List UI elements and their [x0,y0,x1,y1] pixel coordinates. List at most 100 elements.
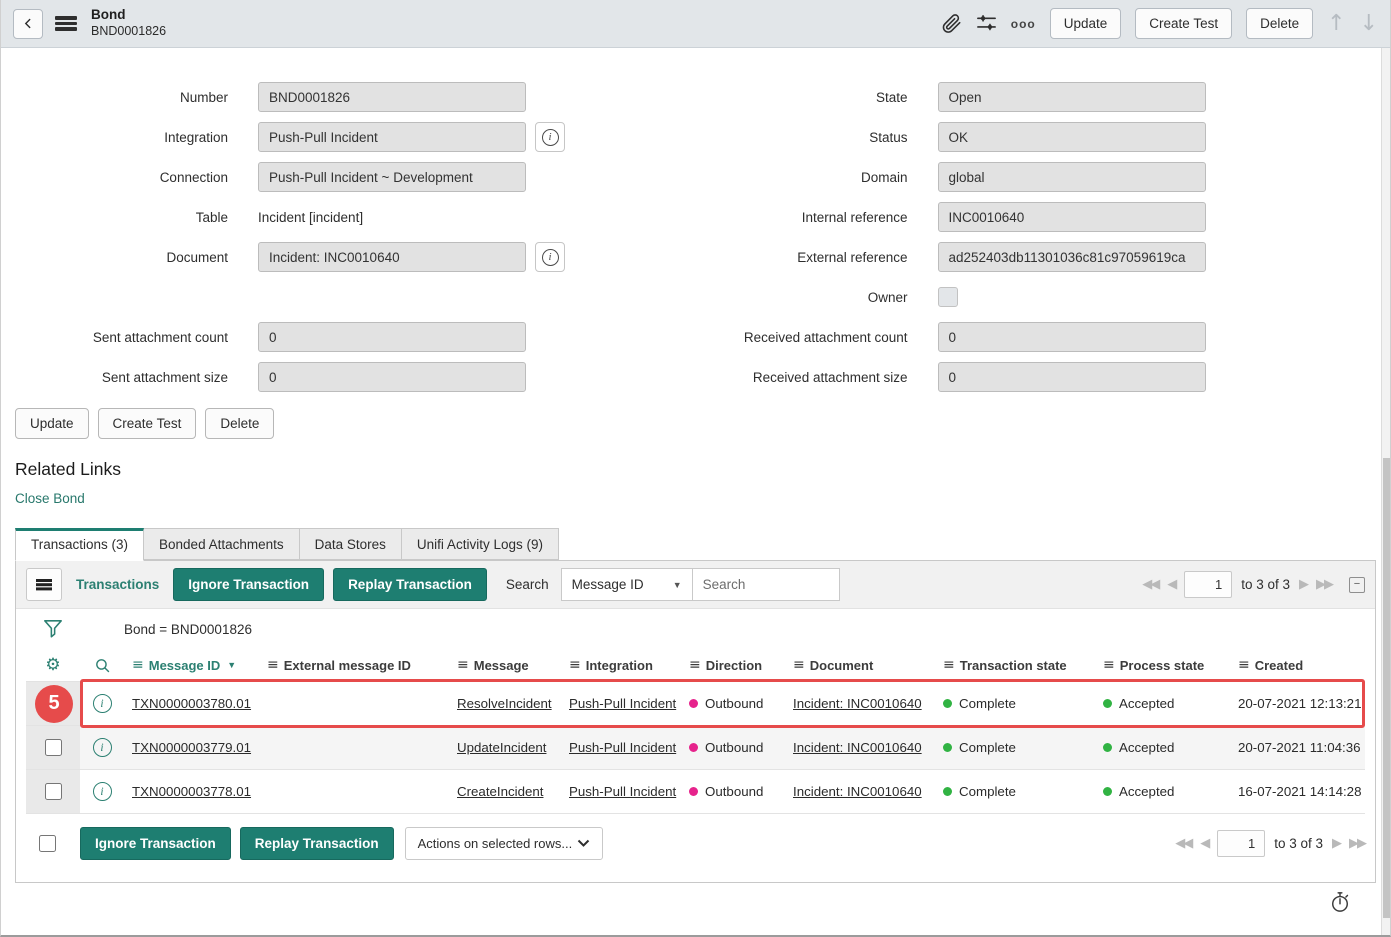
info-icon: i [542,129,559,146]
search-input[interactable] [692,568,840,601]
close-bond-link[interactable]: Close Bond [15,491,85,506]
document-link[interactable]: Incident: INC0010640 [793,696,922,711]
tab-unifi-activity-logs[interactable]: Unifi Activity Logs (9) [402,528,559,560]
list-gear-button[interactable]: ⚙ [26,655,80,675]
first-page-icon[interactable]: ◀◀ [1175,837,1191,850]
column-header-document[interactable]: ≡Document [785,657,935,673]
column-header-external-message-id[interactable]: ≡External message ID [259,657,449,673]
domain-input[interactable] [938,162,1206,192]
received-attachment-count-input[interactable] [938,322,1206,352]
row-info-button[interactable]: i [80,694,124,713]
collapse-list-icon[interactable]: − [1349,577,1365,593]
column-header-created[interactable]: ≡Created [1230,657,1365,673]
column-header-transaction-state[interactable]: ≡Transaction state [935,657,1095,673]
previous-page-icon[interactable]: ◀ [1167,578,1175,591]
external-reference-label: External reference [696,250,908,265]
row-info-button[interactable]: i [80,782,124,801]
create-test-button-bottom[interactable]: Create Test [98,408,197,439]
attachment-paperclip-icon[interactable] [941,13,962,34]
search-field-select[interactable]: Message ID ▼ [561,568,693,601]
tab-transactions[interactable]: Transactions (3) [15,528,144,561]
column-header-message-id[interactable]: ≡ Message ID ▼ [124,657,259,673]
integration-info-button[interactable]: i [535,122,565,152]
owner-input[interactable] [938,287,958,307]
row-checkbox[interactable] [45,739,62,756]
integration-link[interactable]: Push-Pull Incident [569,696,676,711]
last-page-icon[interactable]: ▶▶ [1349,837,1365,850]
previous-page-icon[interactable]: ◀ [1200,837,1208,850]
sent-attachment-size-input[interactable] [258,362,526,392]
next-page-icon[interactable]: ▶ [1332,837,1340,850]
state-input[interactable] [938,82,1206,112]
more-options-icon[interactable]: ooo [1011,17,1036,31]
list-menu-button[interactable] [26,568,62,601]
state-field-row: State [696,82,1391,112]
filter-funnel-icon[interactable] [26,618,80,640]
first-page-icon[interactable]: ◀◀ [1142,578,1158,591]
accepted-dot-icon [1103,743,1112,752]
tab-data-stores[interactable]: Data Stores [300,528,402,560]
page-number-input[interactable] [1217,830,1265,857]
row-checkbox[interactable] [45,783,62,800]
ignore-transaction-button-bottom[interactable]: Ignore Transaction [80,827,231,860]
tab-bonded-attachments[interactable]: Bonded Attachments [144,528,300,560]
direction-cell: Outbound [681,696,785,711]
document-info-button[interactable]: i [535,242,565,272]
previous-record-icon[interactable]: ↑ [1327,13,1345,35]
page-number-input[interactable] [1184,571,1232,598]
integration-link[interactable]: Push-Pull Incident [569,740,676,755]
column-search-button[interactable] [80,657,124,674]
column-menu-icon: ≡ [793,657,805,673]
row-select-cell [26,726,80,769]
document-input[interactable] [258,242,526,272]
response-time-stopwatch-icon[interactable] [1330,891,1350,913]
delete-button[interactable]: Delete [1246,8,1313,39]
external-reference-row: External reference [696,242,1391,272]
column-header-direction[interactable]: ≡Direction [681,657,785,673]
integration-field-row: Integration i [1,122,696,152]
next-record-icon[interactable]: ↓ [1360,13,1378,35]
message-link[interactable]: UpdateIncident [457,740,546,755]
message-id-link[interactable]: TXN0000003779.01 [132,740,251,755]
last-page-icon[interactable]: ▶▶ [1316,578,1332,591]
next-page-icon[interactable]: ▶ [1299,578,1307,591]
update-button[interactable]: Update [1050,8,1122,39]
replay-transaction-button-bottom[interactable]: Replay Transaction [240,827,394,860]
message-id-link[interactable]: TXN0000003780.01 [132,696,251,711]
number-input[interactable] [258,82,526,112]
back-button[interactable] [13,9,43,39]
external-reference-input[interactable] [938,242,1206,272]
ignore-transaction-button[interactable]: Ignore Transaction [173,568,324,601]
annotation-badge: 5 [35,685,73,723]
message-link[interactable]: ResolveIncident [457,696,552,711]
internal-reference-input[interactable] [938,202,1206,232]
delete-button-bottom[interactable]: Delete [205,408,274,439]
context-menu-icon[interactable] [55,16,77,31]
actions-dropdown[interactable]: Actions on selected rows... [405,827,603,860]
vertical-scrollbar[interactable] [1381,48,1390,935]
filter-breadcrumb[interactable]: Bond = BND0001826 [124,622,252,637]
message-id-link[interactable]: TXN0000003778.01 [132,784,251,799]
scrollbar-thumb[interactable] [1383,458,1390,918]
replay-transaction-button[interactable]: Replay Transaction [333,568,487,601]
integration-link[interactable]: Push-Pull Incident [569,784,676,799]
received-attachment-size-input[interactable] [938,362,1206,392]
document-link[interactable]: Incident: INC0010640 [793,784,922,799]
sent-attachment-count-input[interactable] [258,322,526,352]
create-test-button[interactable]: Create Test [1135,8,1232,39]
transaction-state-value: Complete [959,784,1016,799]
document-link[interactable]: Incident: INC0010640 [793,740,922,755]
update-button-bottom[interactable]: Update [15,408,89,439]
select-all-checkbox[interactable] [39,835,56,852]
column-header-integration[interactable]: ≡Integration [561,657,681,673]
gear-icon: ⚙ [45,655,60,675]
search-icon [94,657,111,674]
personalize-sliders-icon[interactable] [976,14,997,33]
connection-input[interactable] [258,162,526,192]
message-link[interactable]: CreateIncident [457,784,543,799]
row-info-button[interactable]: i [80,738,124,757]
integration-input[interactable] [258,122,526,152]
column-header-process-state[interactable]: ≡Process state [1095,657,1230,673]
status-input[interactable] [938,122,1206,152]
column-header-message[interactable]: ≡Message [449,657,561,673]
